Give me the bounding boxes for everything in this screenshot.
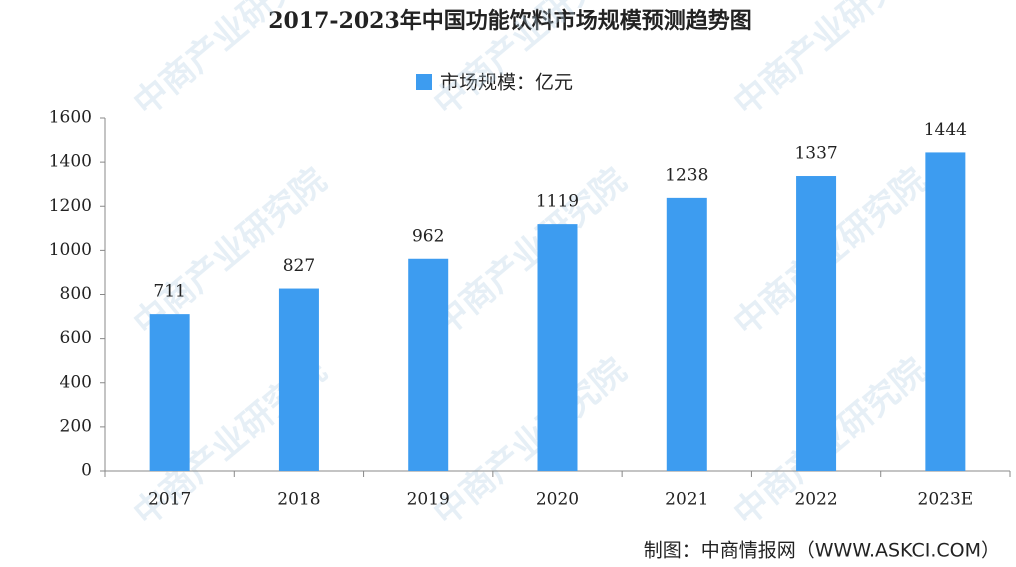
data-label: 1119 — [536, 192, 579, 212]
chart-title: 2017-2023年中国功能饮料市场规模预测趋势图 — [268, 8, 752, 34]
data-label: 1444 — [924, 120, 967, 140]
bar — [666, 197, 707, 471]
y-tick-label: 1000 — [49, 240, 92, 260]
watermark: 中商产业研究院 — [426, 161, 634, 345]
x-tick-label: 2023E — [918, 490, 974, 510]
data-label: 962 — [412, 226, 444, 246]
y-tick-label: 600 — [60, 328, 92, 348]
y-tick-label: 0 — [81, 461, 92, 481]
legend-swatch — [416, 74, 432, 90]
data-label: 1337 — [794, 144, 837, 164]
data-label: 827 — [283, 256, 315, 276]
x-tick-label: 2019 — [407, 490, 450, 510]
bar — [408, 258, 449, 471]
bar — [149, 314, 190, 471]
y-tick-label: 800 — [60, 284, 92, 304]
y-tick-label: 1400 — [49, 152, 92, 172]
y-tick-label: 1200 — [49, 196, 92, 216]
y-tick-label: 200 — [60, 416, 92, 436]
bar — [278, 288, 319, 471]
data-label: 1238 — [665, 165, 708, 185]
x-tick-label: 2021 — [665, 490, 708, 510]
x-tick-label: 2020 — [536, 490, 579, 510]
watermark: 中商产业研究院 — [426, 351, 634, 535]
y-tick-label: 1600 — [49, 108, 92, 128]
bar — [925, 152, 966, 472]
x-tick-label: 2018 — [277, 490, 320, 510]
source: 制图：中商情报网（WWW.ASKCI.COM） — [644, 540, 1000, 562]
bar — [796, 176, 837, 472]
data-label: 711 — [153, 282, 185, 302]
watermark: 中商产业研究院 — [726, 0, 934, 124]
x-tick-label: 2017 — [148, 490, 191, 510]
x-tick-label: 2022 — [794, 490, 837, 510]
bar — [537, 224, 578, 471]
legend-label: 市场规模：亿元 — [440, 72, 573, 94]
y-tick-label: 400 — [60, 372, 92, 392]
